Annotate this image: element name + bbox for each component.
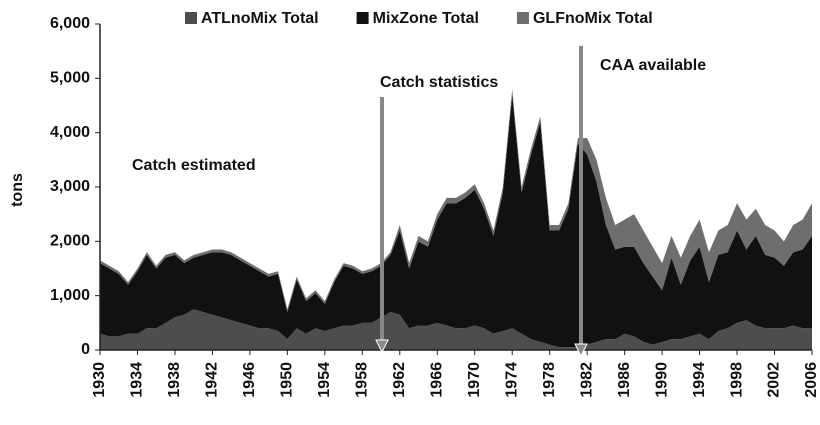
y-axis-label: tons — [9, 173, 26, 207]
annotation: Catch statistics — [380, 74, 498, 91]
annotation: CAA available — [600, 57, 706, 74]
y-tick-label: 6,000 — [50, 15, 90, 32]
legend-swatch — [185, 12, 197, 24]
x-tick-label: 1938 — [166, 362, 183, 398]
y-tick-label: 4,000 — [50, 124, 90, 141]
annotation: Catch estimated — [132, 157, 256, 174]
arrowhead — [375, 339, 389, 354]
y-tick-label: 3,000 — [50, 178, 90, 195]
y-tick-label: 1,000 — [50, 287, 90, 304]
x-tick-label: 1974 — [503, 362, 520, 398]
x-tick-label: 1990 — [653, 362, 670, 398]
x-tick-label: 1934 — [129, 362, 146, 398]
area — [100, 89, 812, 312]
x-tick-label: 1994 — [691, 362, 708, 398]
legend-label: ATLnoMix Total — [201, 10, 319, 27]
legend-swatch — [516, 12, 529, 24]
x-tick-label: 1950 — [279, 362, 296, 398]
x-tick-label: 2006 — [803, 362, 820, 398]
x-tick-label: 1970 — [466, 362, 483, 398]
legend-label: GLFnoMix Total — [533, 10, 653, 27]
area — [100, 309, 812, 350]
x-tick-label: 1986 — [616, 362, 633, 398]
x-tick-label: 1942 — [204, 362, 221, 398]
legend-label: MixZone Total — [373, 10, 479, 27]
arrowhead — [574, 343, 588, 358]
x-tick-label: 1962 — [391, 362, 408, 398]
y-tick-label: 5,000 — [50, 70, 90, 87]
x-tick-label: 1966 — [428, 362, 445, 398]
x-tick-label: 1998 — [728, 362, 745, 398]
x-tick-label: 1930 — [91, 362, 108, 398]
x-tick-label: 1982 — [578, 362, 595, 398]
x-tick-label: 1958 — [354, 362, 371, 398]
y-tick-label: 0 — [81, 341, 90, 358]
legend-swatch — [356, 12, 369, 24]
y-tick-label: 2,000 — [50, 233, 90, 250]
area — [100, 94, 812, 348]
x-tick-label: 1978 — [541, 362, 558, 398]
x-tick-label: 1954 — [316, 362, 333, 398]
x-tick-label: 1946 — [241, 362, 258, 398]
x-tick-label: 2002 — [766, 362, 783, 398]
